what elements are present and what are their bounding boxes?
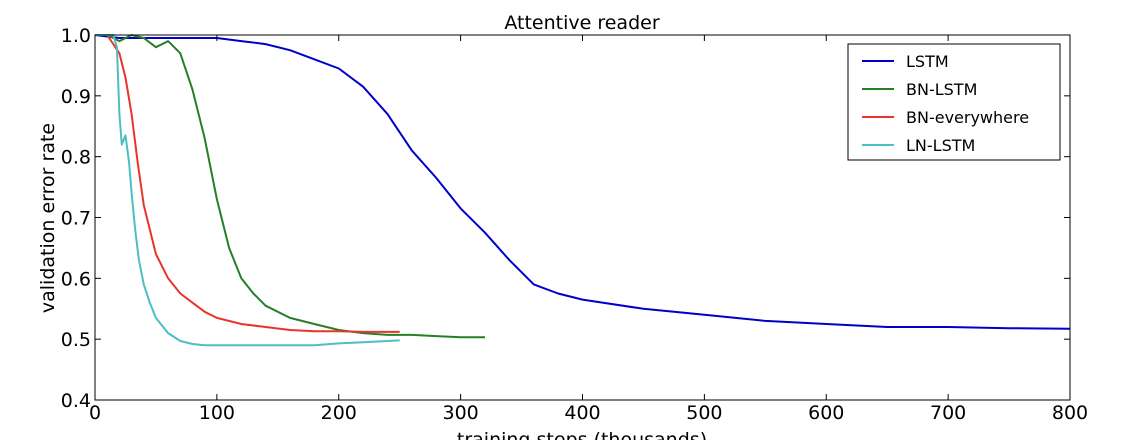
x-tick-label: 700	[930, 402, 966, 424]
x-axis-label: training steps (thousands)	[457, 429, 707, 440]
series-line-2	[95, 34, 400, 333]
series-line-1	[95, 34, 485, 339]
x-tick-label: 300	[442, 402, 478, 424]
x-tick-label: 800	[1052, 402, 1088, 424]
y-tick-label: 0.4	[61, 390, 91, 412]
chart-title: Attentive reader	[504, 12, 659, 34]
x-tick-label: 100	[199, 402, 235, 424]
series-line-0	[94, 34, 1071, 330]
y-tick-label: 1.0	[61, 25, 91, 47]
y-tick-label: 0.8	[61, 147, 91, 169]
x-tick-label: 500	[686, 402, 722, 424]
legend-label-3: LN-LSTM	[906, 136, 975, 155]
axis-ticks: 0 100 200 300 400 500 600 700 800 0.4 0.5 0.6 0.7 0.8…	[61, 25, 1088, 424]
legend-box	[847, 43, 1061, 161]
y-tick-label: 0.5	[61, 329, 91, 351]
y-axis-label: validation error rate	[37, 123, 59, 313]
legend-label-1: BN-LSTM	[906, 80, 977, 99]
y-tick-label: 0.6	[61, 268, 91, 290]
x-tick-label: 400	[564, 402, 600, 424]
x-tick-label: 600	[808, 402, 844, 424]
y-tick-label: 0.7	[61, 208, 91, 230]
legend-label-0: LSTM	[906, 52, 949, 71]
series-line-3	[95, 34, 400, 347]
x-tick-label: 200	[321, 402, 357, 424]
y-tick-label: 0.9	[61, 86, 91, 108]
legend: LSTM BN-LSTM BN-everywhere LN-LSTM	[847, 43, 1061, 161]
x-tick-label: 0	[89, 402, 101, 424]
legend-label-2: BN-everywhere	[906, 108, 1029, 127]
